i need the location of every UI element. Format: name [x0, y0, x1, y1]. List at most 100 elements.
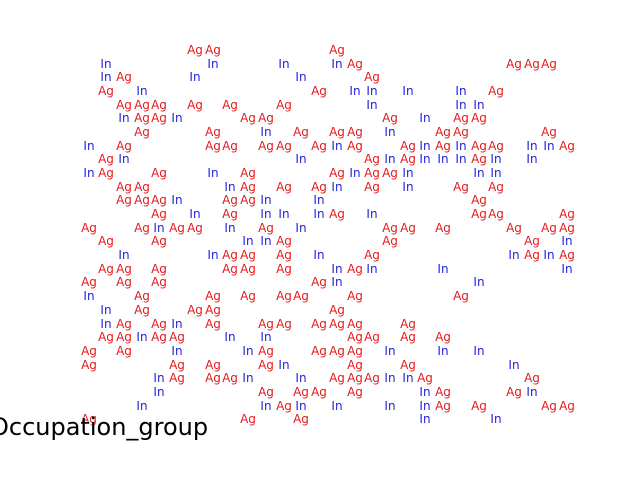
point-ag: Ag: [276, 180, 292, 194]
point-ag: Ag: [240, 166, 256, 180]
point-in: In: [419, 152, 430, 166]
point-in: In: [171, 111, 182, 125]
point-in: In: [473, 166, 484, 180]
point-in: In: [455, 139, 466, 153]
point-ag: Ag: [240, 111, 256, 125]
point-in: In: [543, 139, 554, 153]
point-in: In: [526, 385, 537, 399]
point-ag: Ag: [240, 193, 256, 207]
point-in: In: [295, 152, 306, 166]
point-in: In: [419, 385, 430, 399]
point-in: In: [366, 207, 377, 221]
point-ag: Ag: [151, 317, 167, 331]
point-in: In: [437, 262, 448, 276]
point-ag: Ag: [435, 221, 451, 235]
point-ag: Ag: [258, 317, 274, 331]
point-in: In: [384, 152, 395, 166]
point-ag: Ag: [541, 221, 557, 235]
point-ag: Ag: [329, 303, 345, 317]
point-in: In: [189, 70, 200, 84]
point-ag: Ag: [347, 57, 363, 71]
point-in: In: [242, 234, 253, 248]
point-in: In: [331, 57, 342, 71]
point-ag: Ag: [134, 221, 150, 235]
point-ag: Ag: [276, 98, 292, 112]
point-in: In: [153, 385, 164, 399]
point-ag: Ag: [293, 125, 309, 139]
point-ag: Ag: [347, 371, 363, 385]
point-ag: Ag: [205, 125, 221, 139]
point-in: In: [419, 412, 430, 426]
point-ag: Ag: [524, 234, 540, 248]
point-in: In: [224, 180, 235, 194]
point-ag: Ag: [453, 289, 469, 303]
point-ag: Ag: [151, 111, 167, 125]
point-in: In: [419, 111, 430, 125]
point-ag: Ag: [293, 412, 309, 426]
point-ag: Ag: [187, 98, 203, 112]
point-ag: Ag: [116, 330, 132, 344]
point-ag: Ag: [222, 98, 238, 112]
point-in: In: [366, 84, 377, 98]
point-in: In: [384, 371, 395, 385]
point-ag: Ag: [222, 262, 238, 276]
point-in: In: [473, 98, 484, 112]
point-ag: Ag: [205, 139, 221, 153]
point-ag: Ag: [276, 248, 292, 262]
point-in: In: [490, 152, 501, 166]
point-in: In: [207, 166, 218, 180]
point-in: In: [473, 275, 484, 289]
point-ag: Ag: [488, 139, 504, 153]
point-in: In: [384, 125, 395, 139]
point-in: In: [295, 371, 306, 385]
point-ag: Ag: [169, 371, 185, 385]
point-ag: Ag: [293, 385, 309, 399]
point-ag: Ag: [559, 248, 575, 262]
point-in: In: [136, 399, 147, 413]
point-ag: Ag: [98, 152, 114, 166]
point-ag: Ag: [81, 344, 97, 358]
point-in: In: [402, 180, 413, 194]
point-in: In: [384, 344, 395, 358]
point-ag: Ag: [222, 371, 238, 385]
point-ag: Ag: [329, 43, 345, 57]
point-ag: Ag: [276, 399, 292, 413]
point-in: In: [331, 139, 342, 153]
point-ag: Ag: [311, 84, 327, 98]
point-in: In: [83, 139, 94, 153]
point-ag: Ag: [347, 125, 363, 139]
point-ag: Ag: [134, 193, 150, 207]
point-in: In: [419, 399, 430, 413]
point-in: In: [366, 262, 377, 276]
point-ag: Ag: [116, 98, 132, 112]
point-ag: Ag: [151, 275, 167, 289]
point-ag: Ag: [506, 385, 522, 399]
point-ag: Ag: [276, 262, 292, 276]
point-ag: Ag: [240, 289, 256, 303]
point-in: In: [349, 84, 360, 98]
point-ag: Ag: [364, 166, 380, 180]
point-ag: Ag: [134, 180, 150, 194]
point-ag: Ag: [329, 317, 345, 331]
point-ag: Ag: [240, 412, 256, 426]
point-in: In: [313, 193, 324, 207]
point-in: In: [313, 207, 324, 221]
point-in: In: [313, 248, 324, 262]
point-ag: Ag: [400, 221, 416, 235]
point-ag: Ag: [134, 289, 150, 303]
point-in: In: [136, 84, 147, 98]
point-in: In: [153, 221, 164, 235]
point-ag: Ag: [187, 43, 203, 57]
point-ag: Ag: [524, 57, 540, 71]
point-ag: Ag: [258, 358, 274, 372]
point-in: In: [83, 166, 94, 180]
point-ag: Ag: [347, 139, 363, 153]
point-in: In: [437, 344, 448, 358]
point-in: In: [224, 221, 235, 235]
point-ag: Ag: [116, 344, 132, 358]
point-in: In: [490, 166, 501, 180]
point-in: In: [455, 152, 466, 166]
point-ag: Ag: [471, 399, 487, 413]
point-ag: Ag: [488, 84, 504, 98]
